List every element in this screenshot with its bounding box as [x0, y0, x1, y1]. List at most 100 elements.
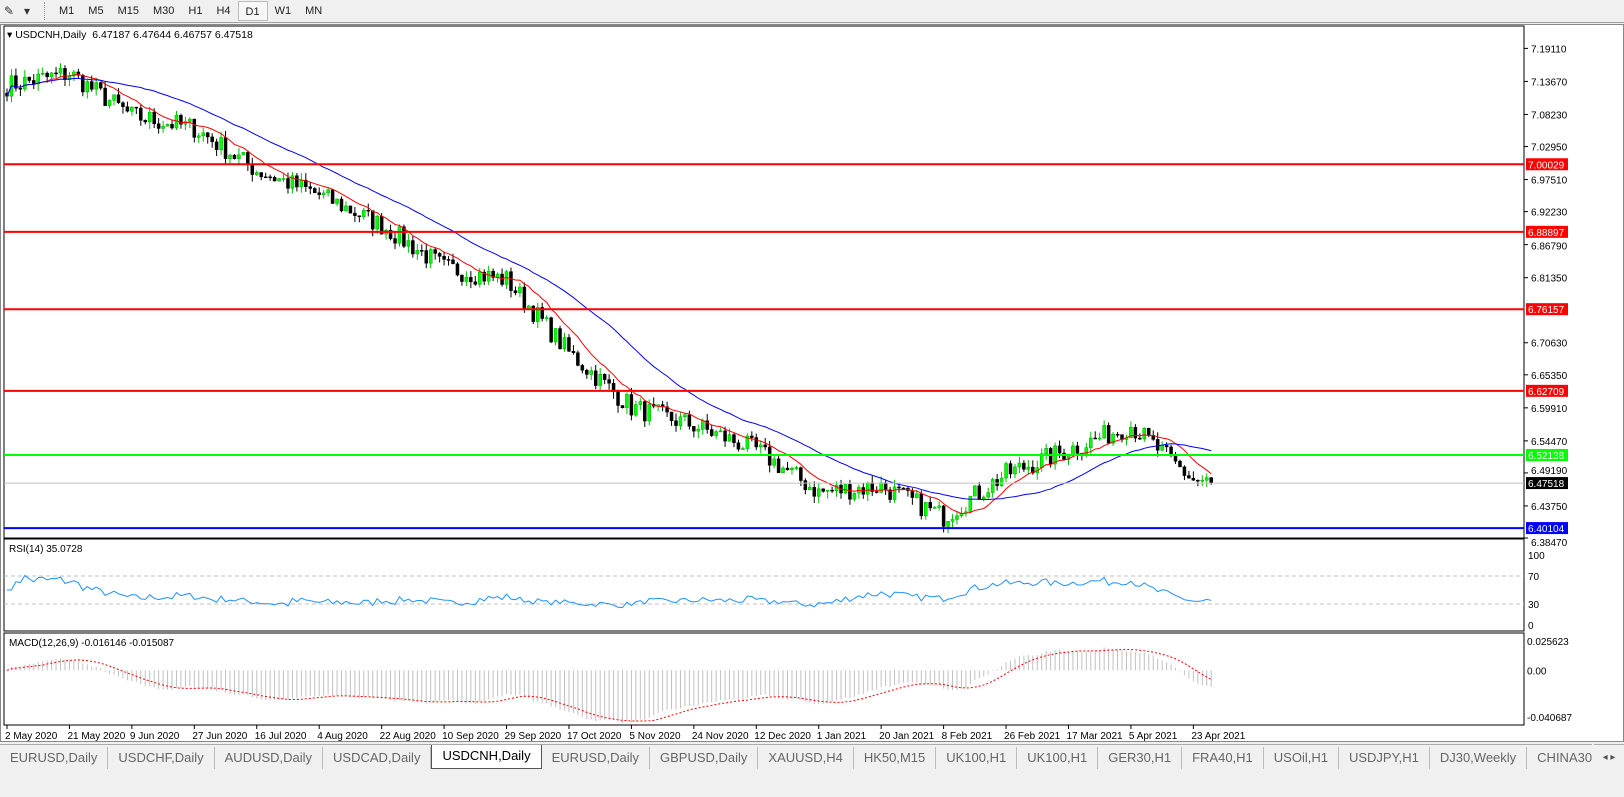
candle	[964, 506, 968, 517]
candle-body	[72, 71, 76, 77]
candle	[825, 489, 830, 499]
horizontal-level-label: 6.40104	[1528, 524, 1565, 535]
line-studies-icon[interactable]: ✎	[3, 4, 15, 18]
candle	[455, 262, 460, 277]
candle	[228, 153, 232, 164]
candle-body	[27, 76, 32, 81]
candle-body	[277, 178, 281, 182]
tab-scroll-left-icon[interactable]: ◂	[1602, 752, 1608, 763]
candle-body	[754, 437, 759, 448]
candle	[1191, 471, 1196, 481]
candle-body	[121, 102, 125, 107]
candle-body	[1147, 427, 1151, 436]
candle	[72, 70, 76, 82]
candle	[772, 454, 776, 469]
candle-body	[63, 68, 67, 80]
chart-tab[interactable]: CHINA300,H1	[1527, 747, 1592, 769]
chart-tab[interactable]: USDCHF,Daily	[108, 747, 215, 769]
chart-tab[interactable]: EURUSD,Daily	[0, 747, 109, 769]
candle	[299, 173, 304, 193]
timeframe-w1[interactable]: W1	[274, 5, 292, 17]
candle	[210, 133, 214, 148]
candle	[620, 405, 625, 409]
candle-body	[1017, 462, 1022, 468]
candle-body	[415, 250, 420, 255]
candle	[1053, 442, 1057, 470]
candle-body	[589, 370, 594, 375]
chart-tab[interactable]: USDCNH,Daily	[431, 745, 542, 769]
candle-body	[170, 124, 174, 129]
candle	[843, 484, 848, 494]
candle-body	[955, 515, 959, 520]
candle	[1093, 431, 1097, 440]
candle	[277, 178, 281, 182]
chart-tab[interactable]: EURUSD,Daily	[542, 747, 650, 769]
timeframe-buttons: M1 M5 M15 M30 H1 H4 D1 W1 MN	[52, 1, 329, 21]
timeframe-m1[interactable]: M1	[59, 5, 75, 17]
candle	[602, 373, 607, 385]
candle-body	[986, 492, 990, 498]
chart-tab[interactable]: UK100,H1	[936, 747, 1018, 769]
candle-body	[156, 123, 161, 129]
candle-body	[1164, 445, 1169, 448]
candle-body	[593, 370, 598, 386]
price-chart[interactable]: 7.19110 7.13670 7.08230 7.02950 6.97510 6.922…	[1, 25, 1624, 743]
candle	[14, 68, 18, 92]
chart-window[interactable]: ▾ USDCNH,Daily 6.47187 6.47644 6.46757 6…	[0, 24, 1624, 742]
candle-body	[696, 429, 701, 432]
candle	[183, 116, 188, 131]
timeframe-m15[interactable]: M15	[117, 5, 139, 17]
candle	[170, 119, 174, 130]
chart-tab[interactable]: GBPUSD,Daily	[650, 747, 759, 769]
candle	[580, 363, 585, 374]
candle-body	[58, 68, 63, 74]
chart-tab[interactable]: USDCAD,Daily	[323, 747, 432, 769]
tab-navigation[interactable]: ◂ ▸	[1594, 744, 1624, 769]
candle-body	[1097, 437, 1102, 440]
candle-body	[580, 365, 585, 371]
candle-body	[968, 495, 973, 513]
candle	[1178, 459, 1182, 468]
chart-tab[interactable]: AUDUSD,Daily	[215, 747, 324, 769]
price-axis-label: 6.43750	[1531, 502, 1568, 513]
macd-axis-label: 0.025623	[1527, 637, 1569, 648]
timeframe-h4[interactable]: H4	[216, 5, 231, 17]
candle	[18, 84, 23, 97]
candle	[660, 400, 665, 412]
candle	[1044, 443, 1048, 461]
chart-tab[interactable]: DJ30,Weekly	[1430, 747, 1528, 769]
candle-body	[335, 198, 339, 204]
candle	[857, 484, 861, 499]
timeframe-h1[interactable]: H1	[188, 5, 203, 17]
chart-tab[interactable]: UK100,H1	[1017, 747, 1099, 769]
chart-tab[interactable]: FRA40,H1	[1182, 747, 1264, 769]
candle-body	[312, 188, 317, 193]
timeframe-mn[interactable]: MN	[305, 5, 323, 17]
chart-tab[interactable]: XAUUSD,H4	[758, 747, 854, 769]
tab-scroll-right-icon[interactable]: ▸	[1610, 752, 1616, 763]
chart-tab[interactable]: GER30,H1	[1098, 747, 1183, 769]
timeframe-m5[interactable]: M5	[88, 5, 104, 17]
chart-tab[interactable]: HK50,M15	[854, 747, 937, 769]
candle	[763, 438, 767, 451]
candle	[593, 365, 598, 390]
rsi-pane-frame	[3, 538, 1525, 632]
timeframe-m30[interactable]: M30	[152, 5, 175, 17]
candle-body	[353, 212, 357, 216]
chart-tab[interactable]: USDJPY,H1	[1339, 747, 1430, 769]
collapse-arrow-icon[interactable]: ▾	[7, 29, 13, 41]
chart-tab[interactable]: USOil,H1	[1264, 747, 1339, 769]
candle-body	[785, 467, 790, 471]
candle	[107, 99, 112, 109]
candle-body	[14, 75, 18, 89]
macd-signal-line	[6, 649, 1212, 722]
price-axis-label: 6.92230	[1531, 208, 1568, 219]
date-axis-label: 12 Dec 2020	[754, 731, 811, 742]
candle	[790, 466, 794, 475]
dropdown-arrow-icon[interactable]: ▾	[23, 4, 31, 18]
timeframe-d1[interactable]: D1	[237, 1, 268, 21]
candle	[696, 424, 701, 439]
chart-title: ▾ USDCNH,Daily 6.47187 6.47644 6.46757 6…	[7, 29, 253, 41]
candle	[540, 302, 544, 322]
candle	[986, 487, 990, 499]
